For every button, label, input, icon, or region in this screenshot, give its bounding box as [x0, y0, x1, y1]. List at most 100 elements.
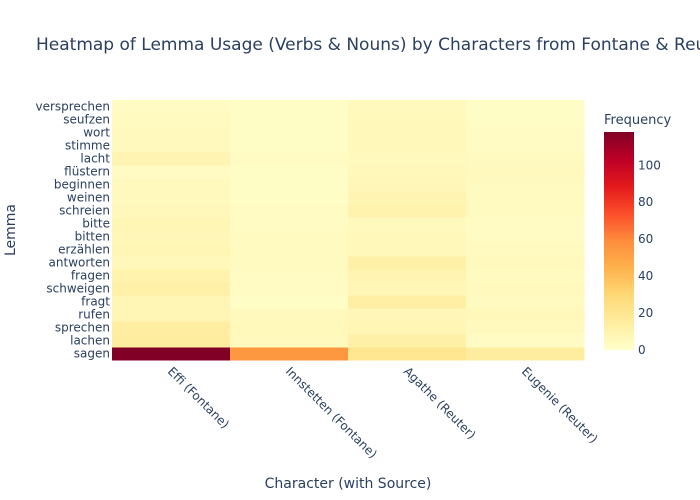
heatmap-cell	[230, 334, 349, 348]
heatmap-cell	[230, 178, 349, 192]
heatmap-cell	[230, 308, 349, 322]
chart-title: Heatmap of Lemma Usage (Verbs & Nouns) b…	[36, 35, 700, 55]
heatmap-cell	[348, 152, 467, 166]
y-tick-label: schreien	[59, 204, 110, 218]
y-tick-label: antworten	[49, 256, 110, 270]
x-tick-label: Innstetten (Fontane)	[283, 364, 380, 461]
heatmap-cell	[230, 113, 349, 127]
heatmap-cell	[348, 269, 467, 283]
y-tick-label: sprechen	[55, 321, 110, 335]
heatmap-cell	[112, 295, 231, 309]
heatmap-cell	[348, 243, 467, 257]
x-axis-tick-labels: Effi (Fontane) Innstetten (Fontane) Agathe…	[165, 364, 601, 461]
heatmap-cell	[348, 334, 467, 348]
x-tick-label: Effi (Fontane)	[165, 364, 232, 431]
colorbar-tick-label: 100	[638, 158, 661, 172]
y-tick-label: lacht	[80, 152, 110, 166]
y-tick-label: beginnen	[54, 178, 110, 192]
heatmap-cell	[230, 217, 349, 231]
heatmap-cell	[348, 165, 467, 179]
heatmap-cell	[348, 230, 467, 244]
heatmap-cell	[466, 321, 585, 335]
heatmap-cell	[348, 126, 467, 140]
y-tick-label: versprechen	[35, 100, 110, 114]
heatmap-cell	[112, 282, 231, 296]
heatmap-cell	[466, 191, 585, 205]
heatmap-cell	[466, 217, 585, 231]
heatmap-cell	[466, 295, 585, 309]
heatmap-cell	[466, 165, 585, 179]
heatmap-cell	[348, 139, 467, 153]
y-tick-label: rufen	[78, 308, 110, 322]
heatmap-cell	[112, 256, 231, 270]
heatmap-cell	[348, 321, 467, 335]
heatmap-cell	[466, 152, 585, 166]
heatmap-cell	[230, 204, 349, 218]
y-tick-label: seufzen	[63, 113, 110, 127]
heatmap-cell	[230, 256, 349, 270]
heatmap-cell	[112, 113, 231, 127]
colorbar-tick-label: 20	[638, 306, 653, 320]
heatmap-cell	[112, 126, 231, 140]
y-tick-label: weinen	[67, 191, 110, 205]
heatmap-cell	[230, 100, 349, 114]
colorbar-tick-label: 80	[638, 195, 653, 209]
heatmap-cell	[112, 243, 231, 257]
y-tick-label: flüstern	[64, 165, 110, 179]
heatmap-cell	[230, 269, 349, 283]
heatmap-cell	[466, 139, 585, 153]
heatmap-cell	[348, 191, 467, 205]
heatmap-cell	[348, 295, 467, 309]
y-axis-title: Lemma	[3, 204, 19, 256]
heatmap-cell	[230, 139, 349, 153]
heatmap-cell	[112, 100, 231, 114]
y-tick-label: wort	[83, 126, 110, 140]
heatmap-cell	[230, 347, 349, 361]
heatmap-cell	[348, 347, 467, 361]
heatmap-cell	[112, 191, 231, 205]
heatmap-cell	[112, 178, 231, 192]
y-tick-label: schweigen	[46, 282, 110, 296]
heatmap-cell	[466, 243, 585, 257]
heatmap-cell	[230, 191, 349, 205]
heatmap-cell	[466, 347, 585, 361]
heatmap-cell	[348, 100, 467, 114]
y-tick-label: stimme	[65, 139, 110, 153]
heatmap-cell	[112, 204, 231, 218]
colorbar	[604, 132, 634, 350]
colorbar-tick-label: 0	[638, 343, 646, 357]
heatmap-cell	[466, 126, 585, 140]
heatmap-cells	[112, 100, 585, 361]
heatmap-cell	[466, 178, 585, 192]
heatmap-cell	[230, 321, 349, 335]
y-tick-label: fragt	[81, 295, 110, 309]
y-axis-tick-labels: sagenlachensprechenrufenfragtschweigenfr…	[35, 100, 110, 361]
heatmap-cell	[348, 204, 467, 218]
x-axis-title: Character (with Source)	[265, 476, 432, 492]
y-tick-label: sagen	[74, 347, 110, 361]
heatmap-cell	[466, 230, 585, 244]
heatmap-cell	[466, 308, 585, 322]
heatmap-cell	[466, 204, 585, 218]
heatmap-cell	[112, 230, 231, 244]
heatmap-cell	[466, 256, 585, 270]
heatmap-cell	[230, 165, 349, 179]
colorbar-title: Frequency	[604, 113, 671, 128]
y-tick-label: fragen	[71, 269, 110, 283]
heatmap-cell	[112, 165, 231, 179]
y-tick-label: bitte	[82, 217, 110, 231]
heatmap-cell	[230, 126, 349, 140]
heatmap-cell	[112, 217, 231, 231]
y-tick-label: bitten	[75, 230, 110, 244]
heatmap-cell	[348, 256, 467, 270]
x-tick-label: Agathe (Reuter)	[401, 364, 479, 442]
heatmap-cell	[230, 282, 349, 296]
heatmap-cell	[348, 282, 467, 296]
y-tick-label: erzählen	[58, 243, 110, 257]
heatmap-cell	[348, 308, 467, 322]
heatmap-cell	[230, 243, 349, 257]
heatmap-cell	[466, 269, 585, 283]
heatmap-cell	[466, 334, 585, 348]
heatmap-cell	[466, 100, 585, 114]
colorbar-tick-label: 40	[638, 269, 653, 283]
